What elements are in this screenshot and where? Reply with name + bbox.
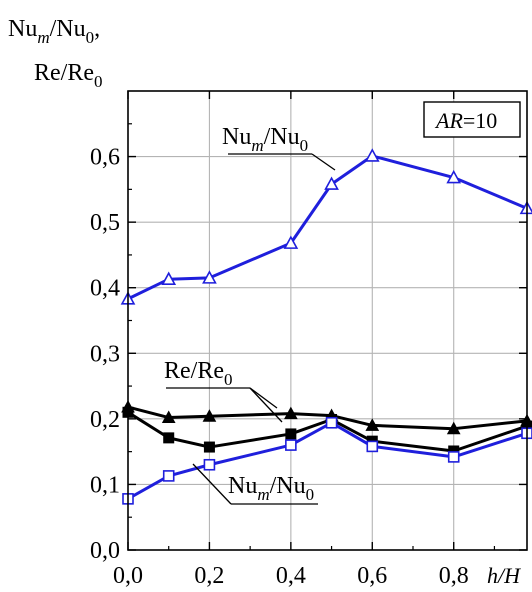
series-0-point [161,271,177,285]
y-tick-label: 0,0 [90,538,120,564]
y-tick-label: 0,1 [90,472,120,498]
y-axis-label-line2: Re/Re0 [34,60,103,91]
annotation-nu-lower-leader [192,463,232,505]
series-0-line [127,154,528,301]
series-1-point [161,410,176,424]
ticks: 0,0 0,2 0,4 0,6 0,8 0,0 0,1 0,2 0,3 0,4 0,5 0,6 [90,91,527,589]
series-3-point [203,458,216,471]
annotation-re: Re/Re0 [164,358,233,389]
annotation-nu-lower: Num/Nu0 [228,473,314,504]
x-tick-label: 0,4 [276,563,306,589]
series-1-line [127,405,528,431]
series-1-point [202,409,217,422]
annotation-nu-upper-leader [311,153,336,171]
y-tick-label: 0,2 [90,407,120,433]
y-tick-label: 0,5 [90,210,120,236]
legend-box [423,101,521,138]
series-3-point [366,440,379,453]
annotation-nu-upper: Num/Nu0 [222,124,308,155]
series-0-point [283,235,299,249]
series-1-point [365,418,380,431]
series-1-point [446,421,461,435]
x-tick-label: 0,6 [357,563,387,589]
x-tick-label: 0,8 [439,563,469,589]
y-tick-label: 0,4 [90,276,120,302]
series-layer [120,148,532,505]
plot-frame [127,90,528,551]
x-axis-label: h/H [487,563,521,588]
series-3-point [325,416,338,429]
y-tick-label: 0,6 [90,145,120,171]
y-axis-label-line1: Num/Nu0, [8,16,100,47]
grid [128,91,527,550]
series-3-point [285,439,297,451]
series-3-point [162,470,175,482]
series-1-point [284,406,298,420]
series-2-point [203,441,215,453]
series-0-point [446,169,462,184]
series-3-point [447,451,460,463]
annotation-re-leader-1 [249,387,278,409]
series-0-point [324,176,339,190]
y-tick-label: 0,3 [90,341,120,367]
x-tick-label: 0,2 [194,563,224,589]
series-0-point [364,148,380,162]
series-2-point [285,428,297,440]
annotation-re-leader-2 [249,387,283,423]
x-tick-label: 0,0 [113,563,143,589]
series-2-point [163,432,175,444]
series-2-line [127,411,528,453]
series-3-line [127,421,528,501]
legend-box-label: AR=10 [434,108,497,133]
series-0-point [202,270,217,284]
